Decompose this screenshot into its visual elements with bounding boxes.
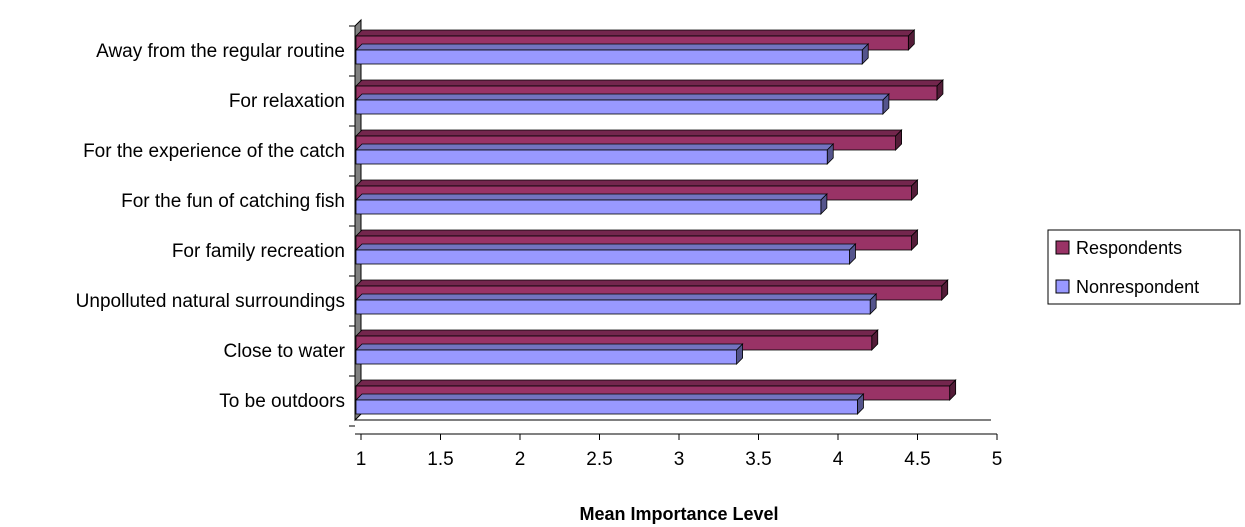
bar	[355, 93, 890, 115]
bar-front-face	[355, 49, 863, 65]
x-tick-label: 2.5	[586, 449, 612, 470]
bar-top-face	[355, 343, 744, 351]
bar-top-face	[355, 43, 870, 51]
legend-frame	[1047, 229, 1241, 305]
x-tick-label: 4.5	[904, 449, 930, 470]
bar	[355, 43, 870, 65]
category-label: For relaxation	[229, 91, 345, 112]
bar-front-face	[355, 349, 738, 365]
bar-front-face	[355, 299, 871, 315]
bar-front-face	[355, 149, 828, 165]
x-tick-label: 1	[356, 449, 367, 470]
bar-top-face	[355, 293, 878, 301]
legend-label: Respondents	[1076, 238, 1182, 258]
bar-top-face	[355, 393, 865, 401]
legend-swatch	[1055, 240, 1070, 255]
category-label: For the fun of catching fish	[121, 191, 345, 212]
bars-group	[355, 29, 957, 415]
x-axis-title: Mean Importance Level	[579, 504, 778, 524]
x-tick-label: 1.5	[427, 449, 453, 470]
bar	[355, 243, 857, 265]
x-axis: 1 1.5 2 2.5 3 3.5 4 4.5 5	[355, 419, 1003, 470]
category-label: Away from the regular routine	[96, 41, 345, 62]
bar-top-face	[355, 79, 944, 87]
category-label: For the experience of the catch	[83, 141, 345, 162]
bar-front-face	[355, 249, 850, 265]
category-labels: Away from the regular routine For relaxat…	[76, 41, 346, 412]
bar-front-face	[355, 399, 858, 415]
bar	[355, 293, 878, 315]
category-label: Close to water	[224, 341, 346, 362]
bar-top-face	[355, 279, 949, 287]
bar-top-face	[355, 179, 919, 187]
bar-top-face	[355, 143, 835, 151]
legend-swatch	[1055, 279, 1070, 294]
bar-top-face	[355, 129, 903, 137]
bar-top-face	[355, 29, 916, 37]
category-label: For family recreation	[172, 241, 345, 262]
bar-top-face	[355, 193, 828, 201]
x-tick-label: 4	[833, 449, 844, 470]
bar	[355, 193, 828, 215]
bar-front-face	[355, 99, 884, 115]
axis-wall	[349, 18, 362, 427]
legend: Respondents Nonrespondent	[1047, 229, 1241, 305]
bar-top-face	[355, 243, 857, 251]
x-tick-label: 3	[674, 449, 685, 470]
bar-top-face	[355, 329, 879, 337]
x-tick-label: 3.5	[745, 449, 771, 470]
bar-front-face	[355, 199, 822, 215]
bar	[355, 393, 865, 415]
x-tick-label: 2	[515, 449, 526, 470]
bar-top-face	[355, 229, 919, 237]
category-label: To be outdoors	[219, 391, 345, 412]
x-tick-label: 5	[992, 449, 1003, 470]
bar	[355, 143, 835, 165]
bar-top-face	[355, 379, 957, 387]
legend-label: Nonrespondent	[1076, 277, 1199, 297]
category-label: Unpolluted natural surroundings	[76, 291, 345, 312]
bar	[355, 343, 744, 365]
bar-top-face	[355, 93, 890, 101]
